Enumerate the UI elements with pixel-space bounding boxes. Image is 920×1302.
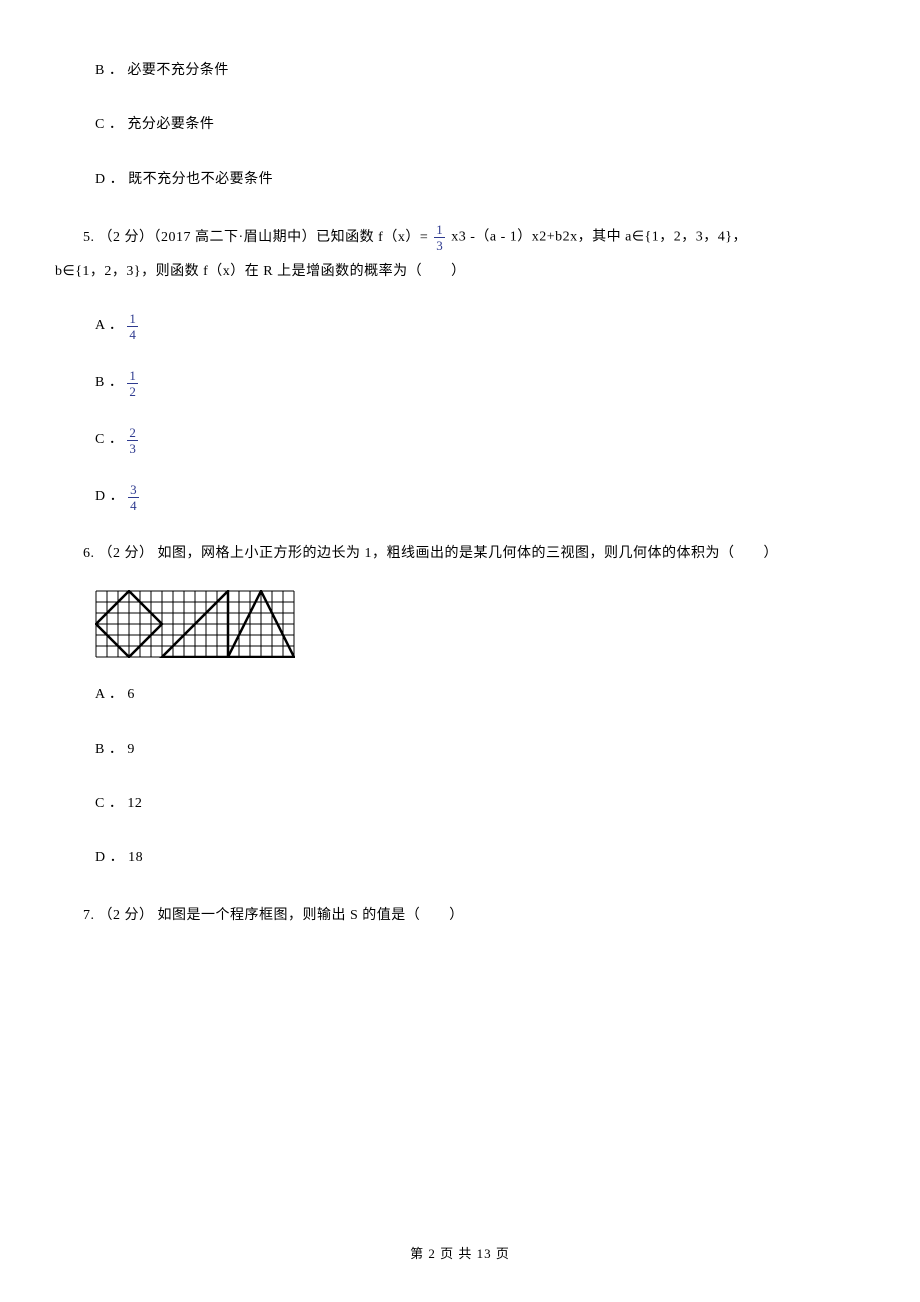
frac-den: 4 <box>128 498 139 512</box>
frac-den: 3 <box>434 238 445 252</box>
frac-num: 1 <box>127 312 138 327</box>
q7-stem: 7. （2 分） 如图是一个程序框图，则输出 S 的值是（ ） <box>55 902 865 930</box>
frac-den: 2 <box>127 384 138 398</box>
q6-figure <box>95 590 865 658</box>
q4-option-c: C ． 充分必要条件 <box>55 114 865 136</box>
q6-option-b: B ． 9 <box>55 739 865 761</box>
frac-1-4: 1 4 <box>127 312 138 341</box>
frac-2-3: 2 3 <box>127 426 138 455</box>
option-label: A ． <box>95 315 123 337</box>
q4-option-d: D ． 既不充分也不必要条件 <box>55 169 865 191</box>
frac-1-2: 1 2 <box>127 369 138 398</box>
frac-num: 2 <box>127 426 138 441</box>
frac-den: 3 <box>127 441 138 455</box>
q5-option-b: B ． 1 2 <box>55 369 865 398</box>
frac-3-4: 3 4 <box>128 483 139 512</box>
q6-option-c: C ． 12 <box>55 793 865 815</box>
q5-option-d: D ． 3 4 <box>55 483 865 512</box>
frac-num: 3 <box>128 483 139 498</box>
q4-option-b: B ． 必要不充分条件 <box>55 60 865 82</box>
q6-option-d: D ． 18 <box>55 847 865 869</box>
q5-text-b: x3 -（a - 1）x2+b2x，其中 a∈{1，2，3，4}， <box>451 230 747 245</box>
page-footer: 第 2 页 共 13 页 <box>0 1243 920 1262</box>
option-label: D ． <box>95 486 124 508</box>
q6-option-a: A ． 6 <box>55 684 865 706</box>
option-label: B ． <box>95 372 123 394</box>
three-view-grid <box>95 590 295 658</box>
frac-den: 4 <box>127 327 138 341</box>
q5-text-a: 5. （2 分）（2017 高二下·眉山期中）已知函数 f（x）= <box>55 230 432 245</box>
q5-frac-1-3: 1 3 <box>434 223 445 252</box>
q5-stem: 5. （2 分）（2017 高二下·眉山期中）已知函数 f（x）= 1 3 x3… <box>55 223 865 252</box>
q5-option-c: C ． 2 3 <box>55 426 865 455</box>
q5-stem-line2: b∈{1，2，3}，则函数 f（x）在 R 上是增函数的概率为（ ） <box>55 258 865 286</box>
option-label: C ． <box>95 429 123 451</box>
frac-num: 1 <box>127 369 138 384</box>
q5-option-a: A ． 1 4 <box>55 312 865 341</box>
q6-stem: 6. （2 分） 如图，网格上小正方形的边长为 1，粗线画出的是某几何体的三视图… <box>55 540 865 568</box>
frac-num: 1 <box>434 223 445 238</box>
